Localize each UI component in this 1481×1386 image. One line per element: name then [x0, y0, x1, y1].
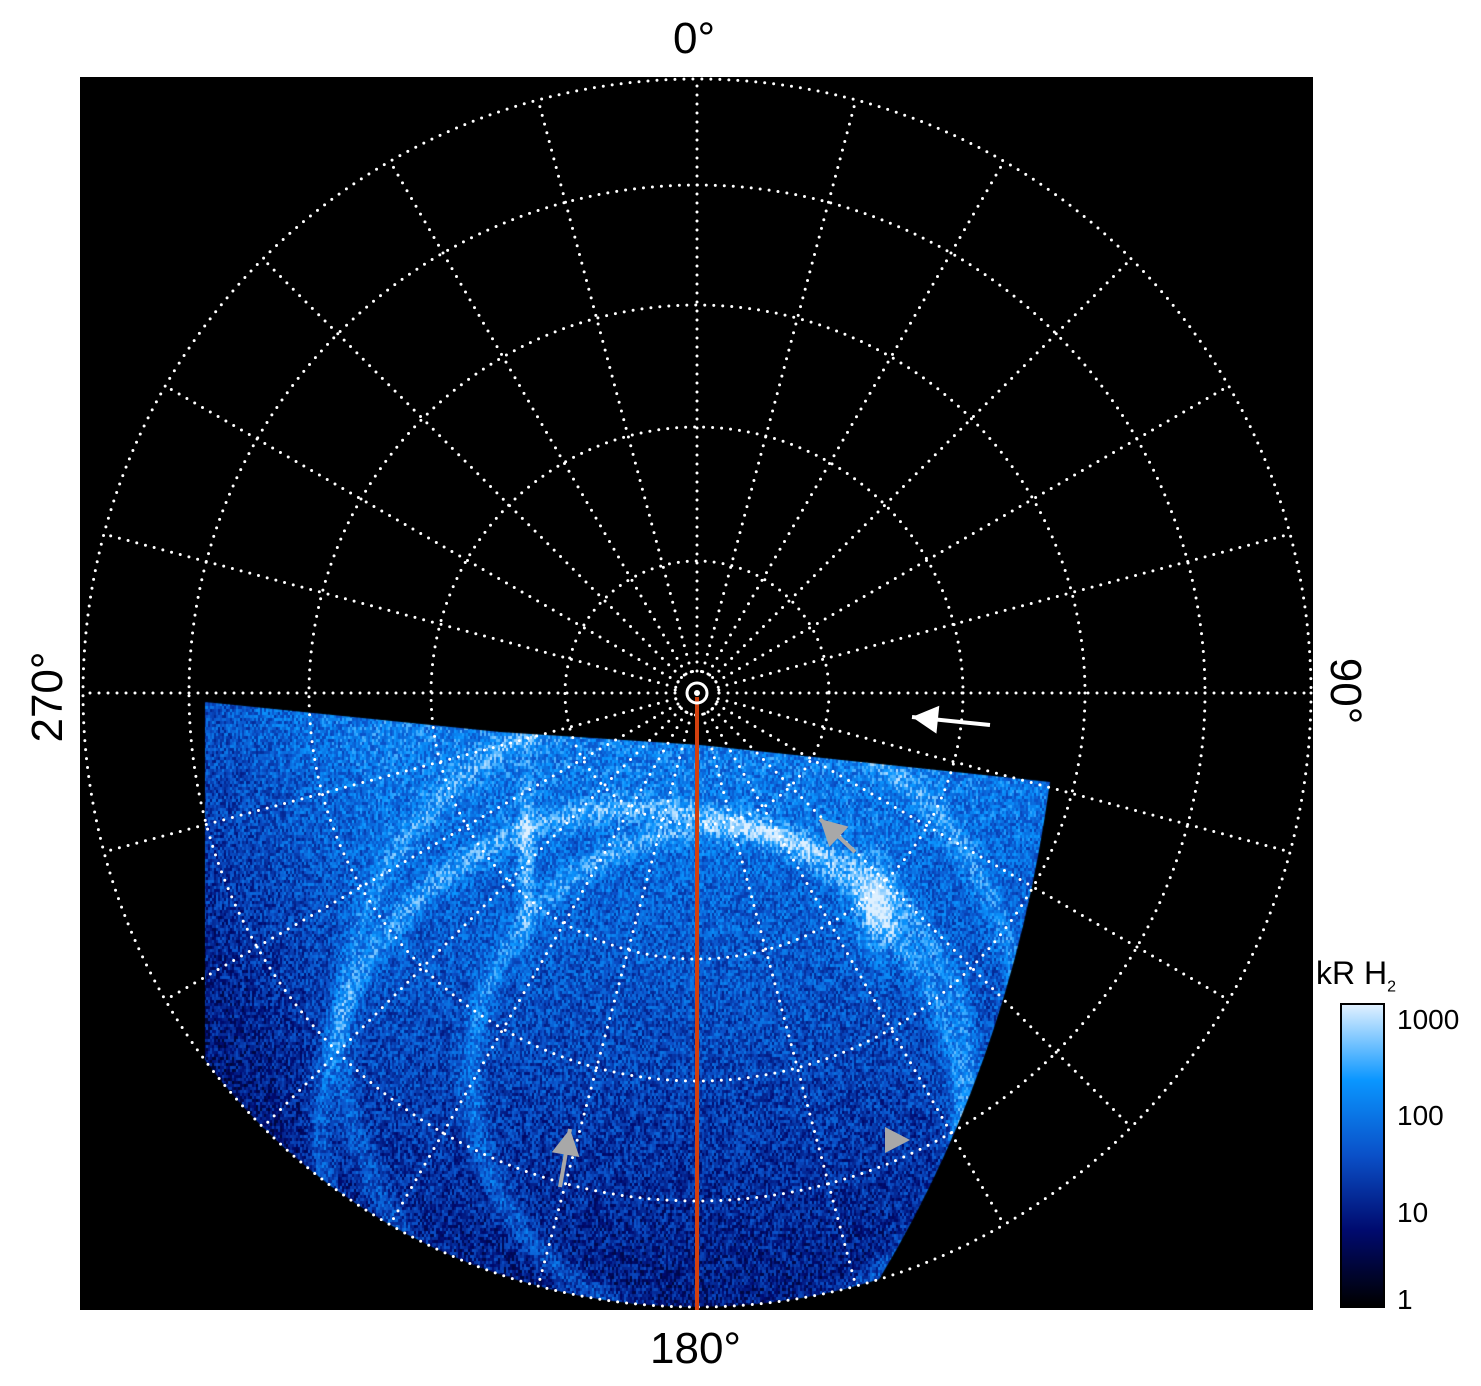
- colorbar-tick-10: 10: [1397, 1197, 1428, 1229]
- colorbar-tick-100: 100: [1397, 1100, 1444, 1132]
- meridian-line: [713, 709, 1132, 1128]
- meridian-line: [716, 386, 1229, 682]
- colorbar-title: kR H2: [1316, 955, 1396, 996]
- polar-projection-plot: [80, 77, 1313, 1310]
- meridian-line: [703, 714, 856, 1286]
- meridian-line: [165, 386, 678, 682]
- meridian-line: [390, 161, 686, 674]
- meridian-line: [538, 100, 691, 672]
- colorbar-tick-1000: 1000: [1397, 1004, 1459, 1036]
- meridian-line: [718, 699, 1290, 852]
- meridian-line: [165, 704, 678, 1000]
- colorbar: [1340, 1003, 1385, 1308]
- grey-triangle-arrow-icon: [885, 1127, 910, 1153]
- label-0-deg: 0°: [673, 14, 715, 64]
- label-270-deg: 270°: [23, 649, 73, 745]
- colorbar-title-text: kR H: [1316, 955, 1387, 991]
- meridian-line: [263, 259, 682, 678]
- meridian-line: [716, 704, 1229, 1000]
- meridian-line: [708, 161, 1004, 674]
- meridian-line: [390, 712, 686, 1225]
- polar-grid: [80, 77, 1313, 1310]
- grey-arrow-lower-arrow-icon: [552, 1129, 580, 1157]
- colorbar-title-subscript: 2: [1387, 978, 1396, 995]
- meridian-line: [263, 709, 682, 1128]
- label-90-deg: 90°: [1320, 656, 1370, 726]
- colorbar-tick-1: 1: [1397, 1284, 1413, 1316]
- meridian-line: [708, 712, 1004, 1225]
- meridian-line: [713, 259, 1132, 678]
- meridian-line: [104, 534, 676, 687]
- label-180-deg: 180°: [650, 1324, 741, 1374]
- meridian-line: [718, 534, 1290, 687]
- white-arrow-arrow-icon: [912, 706, 939, 734]
- pole-dot: [694, 690, 700, 696]
